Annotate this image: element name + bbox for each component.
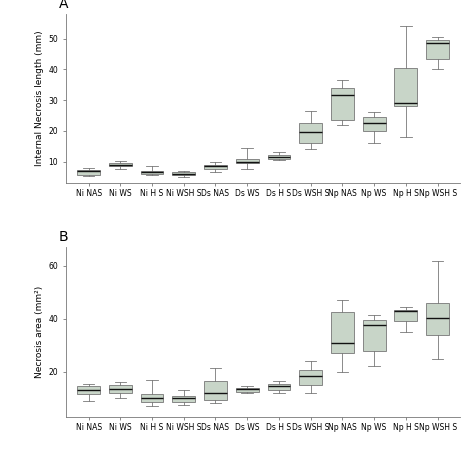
PathPatch shape [331, 312, 354, 353]
PathPatch shape [141, 394, 164, 402]
PathPatch shape [204, 165, 227, 169]
PathPatch shape [173, 172, 195, 175]
PathPatch shape [267, 156, 291, 158]
PathPatch shape [109, 385, 132, 393]
Y-axis label: Internal Necrosis length (mm): Internal Necrosis length (mm) [35, 31, 44, 166]
PathPatch shape [331, 88, 354, 120]
PathPatch shape [394, 68, 417, 106]
Text: B: B [58, 230, 68, 244]
PathPatch shape [426, 303, 449, 335]
Y-axis label: Necrosis area (mm²): Necrosis area (mm²) [35, 286, 44, 378]
PathPatch shape [426, 40, 449, 58]
PathPatch shape [141, 171, 164, 174]
PathPatch shape [77, 170, 100, 175]
PathPatch shape [236, 158, 259, 163]
PathPatch shape [363, 117, 385, 131]
PathPatch shape [363, 320, 385, 350]
PathPatch shape [77, 386, 100, 394]
PathPatch shape [109, 163, 132, 166]
PathPatch shape [204, 381, 227, 400]
Text: A: A [58, 0, 68, 11]
PathPatch shape [394, 310, 417, 321]
PathPatch shape [173, 395, 195, 402]
PathPatch shape [236, 388, 259, 392]
PathPatch shape [299, 370, 322, 385]
PathPatch shape [299, 123, 322, 143]
PathPatch shape [267, 384, 291, 390]
